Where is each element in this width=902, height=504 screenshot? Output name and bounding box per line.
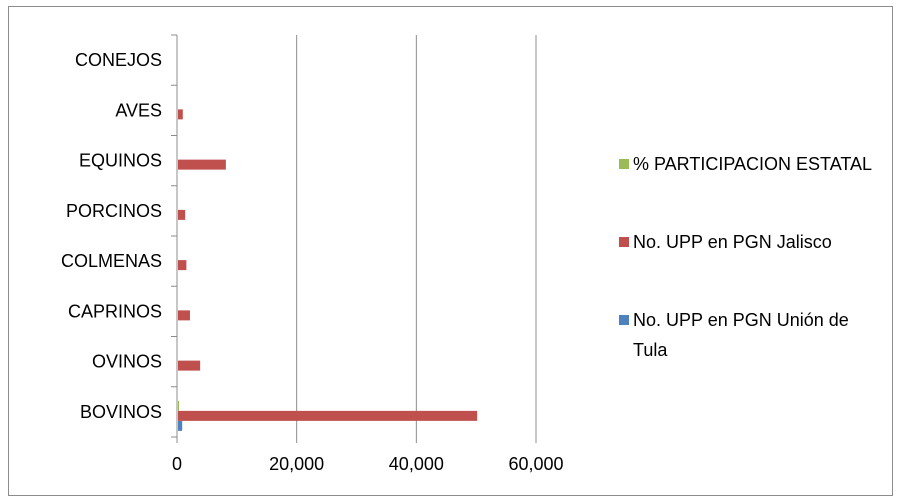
x-tick-label: 40,000 [389, 454, 444, 474]
bar [178, 260, 187, 271]
category-label: BOVINOS [80, 402, 162, 422]
legend-swatch-jalisco [619, 237, 629, 247]
x-tick-label: 60,000 [508, 454, 563, 474]
tick-labels: 0 20,000 40,000 60,000 BOVINOS OVINOS CAPRINOS… [61, 50, 564, 474]
bar [178, 159, 226, 170]
category-label: COLMENAS [61, 251, 162, 271]
category-label: OVINOS [92, 352, 162, 372]
bars [178, 109, 478, 431]
category-label: EQUINOS [79, 151, 162, 171]
x-tick-label: 20,000 [269, 454, 324, 474]
bar [178, 360, 201, 371]
x-tick-label: 0 [172, 454, 182, 474]
chart-area: 0 20,000 40,000 60,000 BOVINOS OVINOS CAPRINOS… [8, 6, 893, 496]
legend-swatch-union-de-tula [619, 315, 629, 325]
bar [178, 400, 179, 411]
legend-label-union-de-tula: No. UPP en PGN Unión de Tula [633, 310, 849, 360]
legend-label-jalisco: No. UPP en PGN Jalisco [633, 232, 832, 252]
category-label: CONEJOS [75, 50, 162, 70]
bar [178, 209, 186, 220]
bar-chart: 0 20,000 40,000 60,000 BOVINOS OVINOS CAPRINOS… [61, 34, 564, 474]
bar [178, 109, 183, 120]
bar [178, 310, 190, 321]
legend-swatch-participacion [619, 159, 629, 169]
axes [171, 34, 537, 443]
category-label: CAPRINOS [68, 301, 162, 321]
bar [178, 410, 478, 421]
gridlines [296, 35, 537, 437]
bar [178, 420, 183, 431]
category-label: PORCINOS [66, 201, 162, 221]
legend-label-participacion: % PARTICIPACION ESTATAL [633, 154, 873, 174]
category-label: AVES [115, 100, 162, 120]
